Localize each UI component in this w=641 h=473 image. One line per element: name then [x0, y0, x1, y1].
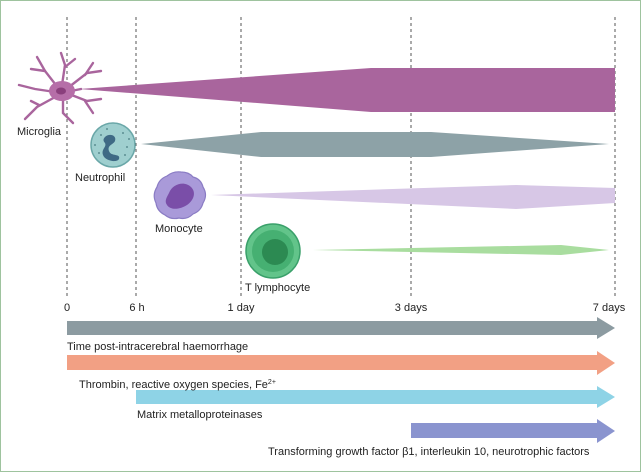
factor-label-thrombin-sup: 2+ — [267, 379, 276, 386]
factor-arrow-mmp — [136, 386, 615, 408]
tick-label: 6 h — [129, 302, 145, 314]
tick-label: 0 — [63, 302, 71, 314]
neutrophil-label: Neutrophil — [75, 172, 126, 184]
tick-label: 3 days — [394, 302, 428, 314]
t-lymphocyte-nucleus — [262, 239, 288, 265]
tick-label: 1 day — [227, 302, 255, 314]
neutrophil-icon — [90, 122, 136, 168]
monocyte-nucleus — [165, 183, 194, 209]
factor-label-mmp: Matrix metalloproteinases — [137, 409, 263, 421]
t-lymphocyte-band — [313, 245, 609, 255]
factor-arrow-tgf — [411, 419, 615, 443]
tick-label: 7 days — [592, 302, 626, 314]
t-lymphocyte-label: T lymphocyte — [245, 282, 311, 294]
neutrophil-nucleus — [102, 134, 120, 162]
time-axis-arrow — [67, 317, 615, 339]
factor-label-tgf: Transforming growth factor β1, interleuk… — [268, 446, 590, 458]
time-axis-label: Time post-intracerebral haemorrhage — [67, 341, 249, 353]
microglia-band — [79, 68, 615, 112]
monocyte-label: Monocyte — [155, 223, 203, 235]
time-guides — [66, 17, 616, 299]
factor-label-thrombin-text: Thrombin, reactive oxygen species, Fe — [79, 379, 268, 391]
microglia-nucleus — [56, 87, 66, 95]
neutrophil-band — [141, 132, 609, 157]
microglia-label: Microglia — [17, 126, 62, 138]
factor-arrow-thrombin — [67, 351, 615, 375]
factor-label-thrombin: Thrombin, reactive oxygen species, Fe2+ — [79, 376, 276, 392]
monocyte-band — [211, 185, 615, 209]
